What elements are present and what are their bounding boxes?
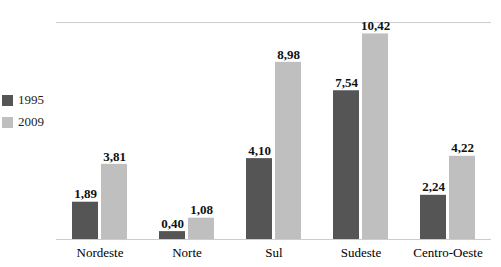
svg-text:8,98: 8,98 [277,47,300,62]
svg-text:Sudeste: Sudeste [341,245,382,260]
svg-text:Nordeste: Nordeste [77,245,124,260]
svg-text:4,22: 4,22 [451,140,474,155]
svg-text:Centro-Oeste: Centro-Oeste [413,245,483,260]
svg-text:1,89: 1,89 [74,186,97,201]
html-text:2009: 2009 [18,114,44,129]
svg-text:3,81: 3,81 [103,148,126,163]
svg-text:4,10: 4,10 [248,143,271,158]
svg-text:2,24: 2,24 [422,179,445,194]
svg-text:Sul: Sul [265,245,283,260]
svg-text:1,08: 1,08 [190,202,213,217]
svg-text:Norte: Norte [172,245,202,260]
svg-text:10,42: 10,42 [361,18,390,33]
svg-text:7,54: 7,54 [335,75,358,90]
svg-text:0,40: 0,40 [161,216,184,231]
html-text:1995: 1995 [18,92,44,107]
